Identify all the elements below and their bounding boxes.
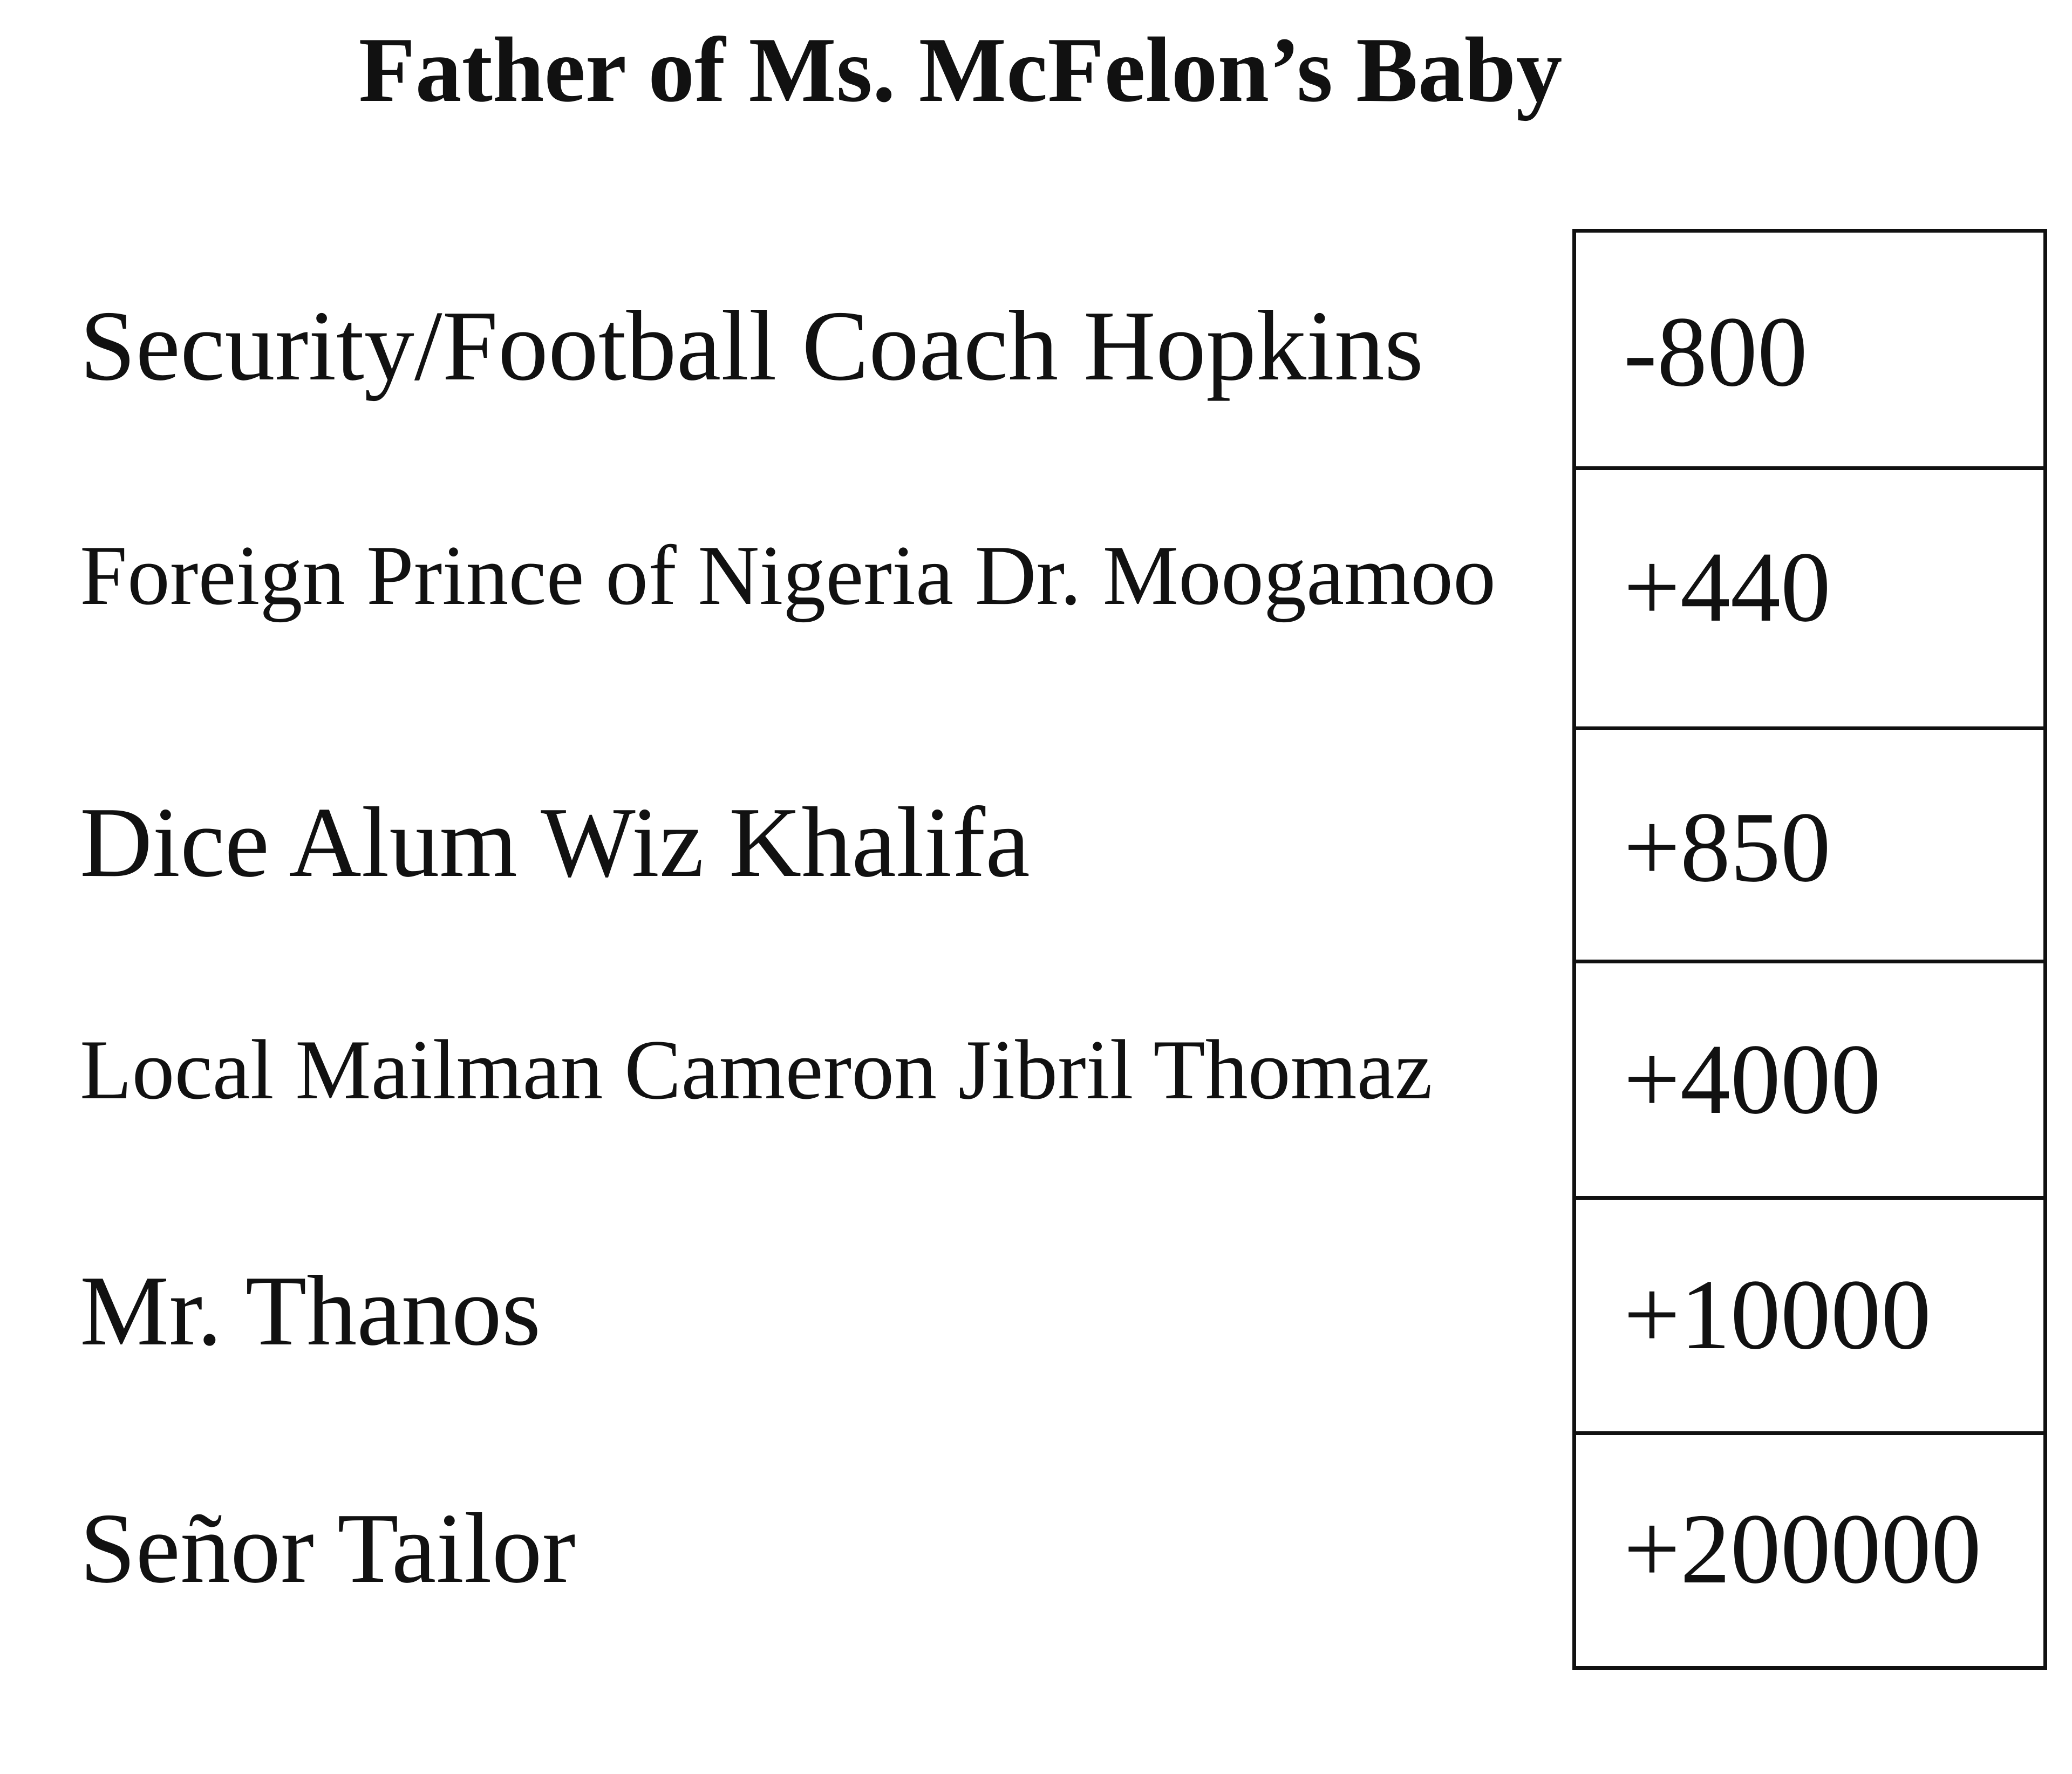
odds-cell: +200000	[1572, 1431, 2047, 1670]
odds-cell: -800	[1572, 229, 2047, 466]
candidate-name: Foreign Prince of Nigeria Dr. Moogamoo	[80, 528, 1496, 623]
odds-value: -800	[1624, 296, 1808, 407]
odds-cell: +4000	[1572, 960, 2047, 1196]
candidate-name: Señor Tailor	[80, 1493, 576, 1604]
odds-value: +850	[1624, 792, 1831, 903]
odds-cell: +850	[1572, 726, 2047, 960]
candidate-name: Dice Alum Wiz Khalifa	[80, 787, 1030, 898]
odds-value: +440	[1624, 532, 1831, 643]
candidate-name: Mr. Thanos	[80, 1255, 541, 1367]
odds-cell: +440	[1572, 466, 2047, 726]
odds-value: +200000	[1624, 1493, 1981, 1605]
odds-value: +4000	[1624, 1024, 1881, 1135]
odds-value: +10000	[1624, 1259, 1931, 1370]
candidate-name: Local Mailman Cameron Jibril Thomaz	[80, 1023, 1433, 1117]
page-title: Father of Ms. McFelon’s Baby	[358, 19, 1563, 121]
candidate-name: Security/Football Coach Hopkins	[80, 290, 1424, 402]
odds-cell: +10000	[1572, 1196, 2047, 1431]
